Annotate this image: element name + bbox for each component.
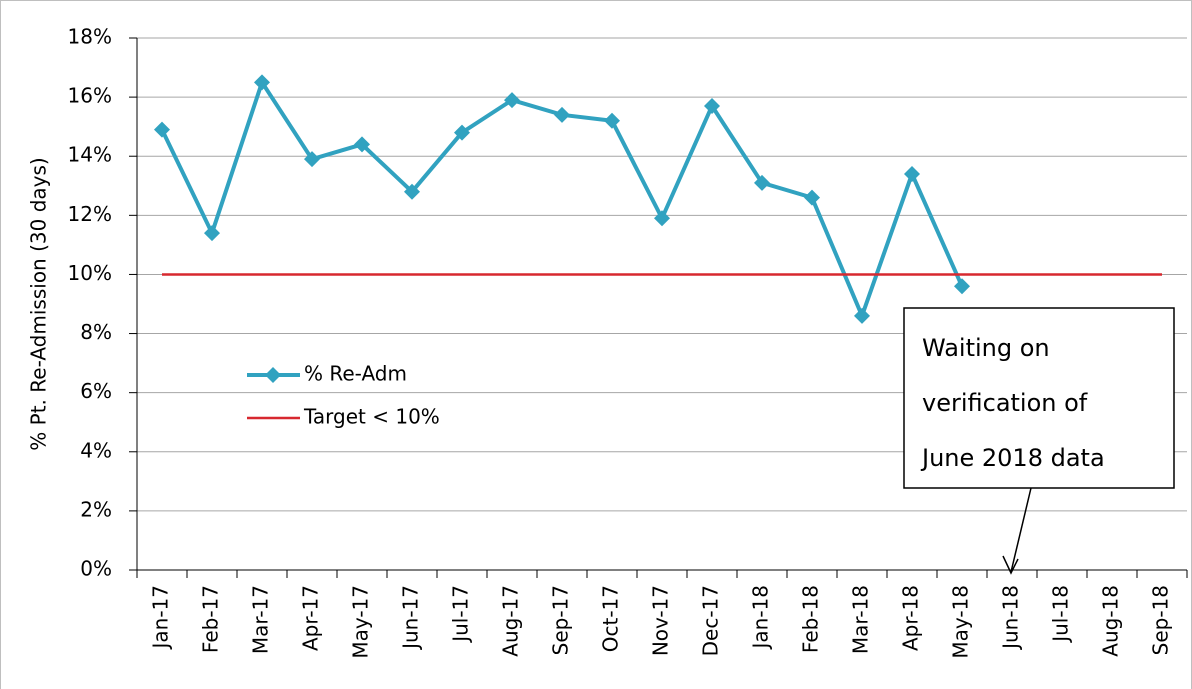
legend-label: % Re-Adm [304, 362, 407, 386]
y-tick-label: 18% [68, 25, 112, 49]
point [254, 74, 270, 91]
x-tick-label: Jul-17 [449, 585, 473, 644]
x-tick-label: Nov-17 [649, 585, 673, 656]
x-tick-label: Sep-18 [1149, 585, 1173, 655]
point [704, 97, 720, 114]
annotation-text: verification of [922, 389, 1088, 417]
x-tick-label: Oct-17 [599, 585, 623, 652]
x-tick-label: Jan-17 [149, 585, 173, 651]
point [554, 106, 570, 123]
y-tick-label: 8% [80, 320, 112, 344]
x-tick-label: May-18 [949, 585, 973, 659]
legend-label: Target < 10% [303, 405, 440, 429]
x-tick-label: Mar-17 [249, 585, 273, 654]
point [454, 124, 470, 141]
annotation-arrow [1010, 487, 1032, 573]
point [904, 165, 920, 182]
point [854, 307, 870, 324]
y-tick-label: 2% [80, 497, 112, 521]
annotation-box [903, 307, 1175, 489]
x-tick-label: Feb-18 [799, 585, 823, 653]
point [204, 225, 220, 242]
point [804, 189, 820, 206]
y-tick-label: 16% [68, 84, 112, 108]
point [304, 151, 320, 168]
point [354, 136, 370, 153]
point [504, 92, 520, 109]
x-tick-label: Aug-18 [1099, 585, 1123, 657]
point [154, 121, 170, 138]
annotation-text: June 2018 data [920, 444, 1105, 472]
point [654, 210, 670, 227]
x-tick-label: Jun-17 [399, 585, 423, 651]
annotation-arrowhead [1002, 555, 1019, 575]
point [954, 278, 970, 295]
y-tick-label: 0% [80, 557, 112, 581]
x-tick-label: Jun-18 [999, 585, 1023, 651]
point [604, 112, 620, 129]
y-tick-label: 4% [80, 438, 112, 462]
legend-marker [265, 367, 281, 383]
x-tick-label: Aug-17 [499, 585, 523, 657]
x-tick-label: Apr-18 [899, 585, 923, 651]
y-axis-label: % Pt. Re-Admission (30 days) [27, 157, 51, 450]
x-tick-label: Sep-17 [549, 585, 573, 655]
point [754, 174, 770, 191]
y-tick-label: 12% [68, 202, 112, 226]
x-tick-label: Feb-17 [199, 585, 223, 653]
point [404, 183, 420, 200]
y-tick-label: 6% [80, 379, 112, 403]
y-tick-label: 10% [68, 261, 112, 285]
x-tick-label: May-17 [349, 585, 373, 659]
annotation-text: Waiting on [922, 334, 1050, 362]
x-tick-label: Mar-18 [849, 585, 873, 654]
x-tick-label: Dec-17 [699, 585, 723, 656]
x-tick-label: Apr-17 [299, 585, 323, 651]
x-tick-label: Jan-18 [749, 585, 773, 651]
x-tick-label: Jul-18 [1049, 585, 1073, 644]
y-tick-label: 14% [68, 143, 112, 167]
